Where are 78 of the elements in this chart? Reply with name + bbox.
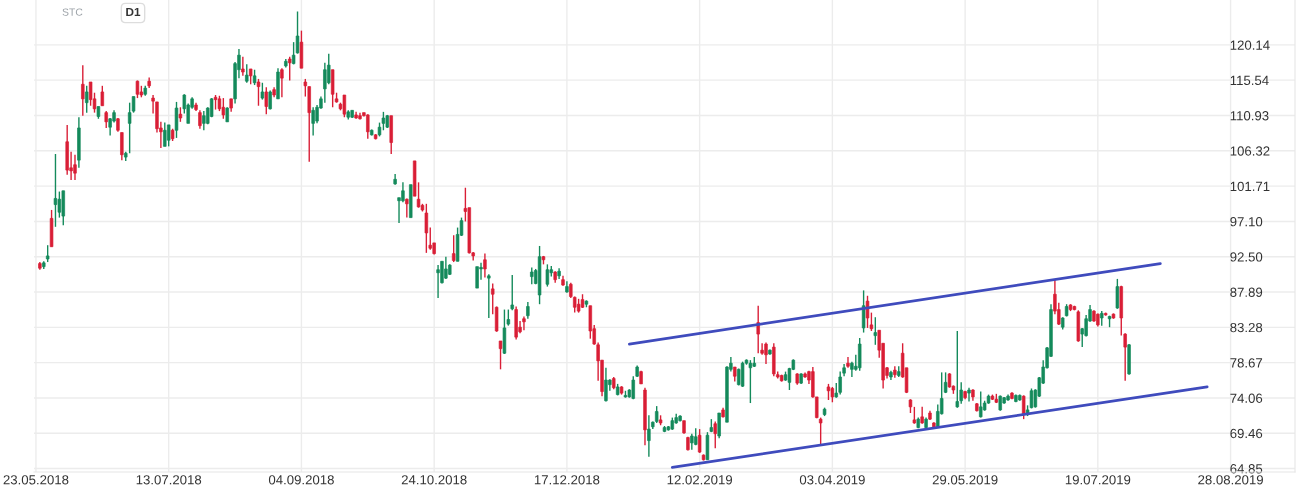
annotation: STC (62, 8, 83, 16)
candlestick (979, 390, 983, 419)
candlestick (53, 153, 58, 228)
candlestick (342, 94, 347, 118)
candlestick (166, 124, 171, 148)
candlestick (127, 101, 132, 154)
x-tick-label: 28.08.2019 (1198, 475, 1263, 485)
candlestick (451, 234, 456, 263)
y-tick-label: 101.71 (1230, 181, 1270, 192)
candlestick (424, 203, 429, 254)
candlestick (295, 10, 300, 55)
candlestick (522, 315, 526, 331)
x-tick-label: 03.04.2019 (799, 475, 865, 485)
candlestick (268, 89, 272, 111)
candlestick (487, 273, 491, 319)
candlestick (81, 64, 85, 117)
candlestick (264, 86, 269, 115)
candlestick (846, 356, 850, 369)
candlestick (483, 252, 487, 279)
candlestick (713, 420, 717, 449)
candlestick (494, 305, 499, 333)
candlestick (604, 367, 608, 403)
candlestick (717, 412, 721, 439)
candlestick (491, 282, 495, 315)
y-tick-label: 74.06 (1230, 393, 1263, 403)
y-tick-label: 115.54 (1230, 75, 1269, 86)
x-tick-label: 17.12.2018 (534, 475, 600, 485)
y-tick-label: 92.50 (1230, 252, 1263, 262)
candlestick (245, 63, 249, 84)
candlestick (221, 97, 226, 120)
candlestick (405, 197, 409, 219)
candlestick (120, 131, 124, 161)
candlestick (436, 264, 440, 299)
candlestick (163, 121, 167, 148)
candlestick (241, 56, 245, 77)
candlestick (288, 56, 292, 82)
x-tick-label: 29.05.2019 (932, 475, 998, 485)
x-tick-label: 23.05.2018 (3, 475, 69, 485)
candlestick (198, 109, 202, 130)
candlestick (1115, 278, 1120, 310)
candlestick (202, 110, 206, 131)
y-tick-label: 120.14 (1230, 40, 1270, 50)
candlestick (865, 295, 870, 329)
candlestick (401, 181, 405, 203)
candlestick (280, 67, 284, 99)
candlestick (873, 316, 878, 346)
y-tick-label: 106.32 (1230, 146, 1270, 156)
x-tick-label: 19.07.2019 (1065, 475, 1131, 485)
y-tick-label: 97.10 (1230, 217, 1263, 227)
candlestick (818, 416, 823, 446)
candlestick (84, 85, 89, 114)
y-tick-label: 83.28 (1230, 322, 1263, 333)
candlestick (838, 370, 842, 396)
candlestick (366, 113, 370, 140)
y-tick-label: 64.85 (1230, 464, 1263, 474)
candlestick (967, 387, 971, 403)
candlestick (444, 255, 448, 280)
candlestick (311, 106, 315, 137)
candlestick (174, 101, 179, 139)
candlestick (955, 330, 960, 409)
y-tick-label: 87.89 (1230, 287, 1263, 297)
candlestick (510, 274, 514, 312)
candlestick (73, 154, 77, 181)
candlestick (498, 340, 503, 371)
x-tick-label: 12.02.2019 (667, 475, 733, 485)
y-tick-label: 78.67 (1230, 358, 1263, 368)
annotation: D1 (126, 7, 141, 17)
candlestick (256, 78, 261, 107)
y-tick-label: 110.93 (1230, 111, 1269, 121)
x-tick-label: 13.07.2018 (136, 475, 202, 485)
y-tick-label: 69.46 (1230, 428, 1263, 439)
x-tick-label: 04.09.2018 (268, 475, 334, 485)
candlestick (861, 289, 866, 334)
candlestick (647, 414, 651, 458)
candlestick (748, 359, 753, 404)
candlestick (100, 85, 105, 107)
x-tick-label: 24.10.2018 (401, 475, 467, 485)
candlestick (475, 265, 479, 289)
